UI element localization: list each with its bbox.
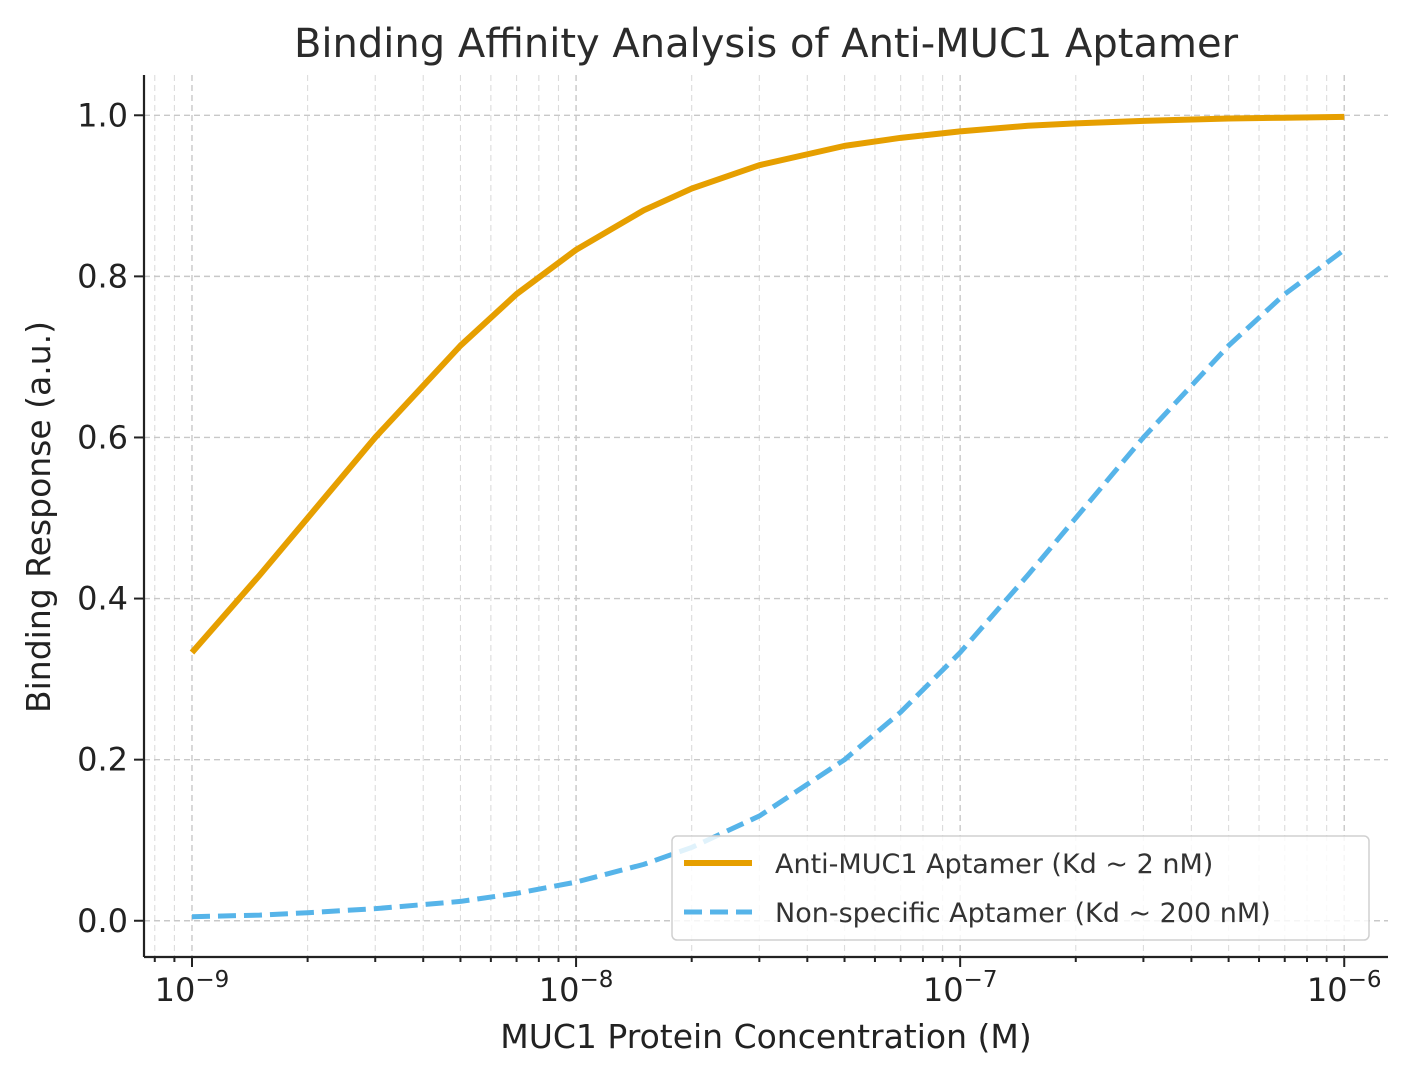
y-axis-label: Binding Response (a.u.) — [19, 321, 58, 713]
axes — [134, 75, 1388, 967]
y-tick-label: 0.2 — [77, 741, 128, 779]
legend-label-1: Non-specific Aptamer (Kd ~ 200 nM) — [775, 898, 1271, 929]
series-line-0 — [189, 113, 1345, 655]
grid — [144, 75, 1388, 957]
tick-labels: 10−9 10−8 10−7 10−6 0.0 0.2 0.4 0.6 0.8 1.0 — [77, 96, 1381, 1009]
series-line-1 — [191, 247, 1346, 920]
x-tick-label: 10−9 — [155, 967, 230, 1009]
x-tick-label: 10−7 — [923, 967, 998, 1009]
y-tick-label: 0.8 — [77, 257, 128, 295]
x-tick-label: 10−8 — [539, 967, 614, 1009]
legend: Anti-MUC1 Aptamer (Kd ~ 2 nM) Non-specif… — [671, 835, 1370, 941]
y-tick-label: 0.4 — [77, 580, 128, 618]
legend-label-0: Anti-MUC1 Aptamer (Kd ~ 2 nM) — [775, 849, 1213, 880]
chart-title: Binding Affinity Analysis of Anti-MUC1 A… — [294, 21, 1239, 67]
y-tick-label: 0.0 — [77, 902, 128, 940]
legend-box — [671, 835, 1370, 941]
y-tick-label: 1.0 — [77, 96, 128, 134]
x-axis-label: MUC1 Protein Concentration (M) — [500, 1017, 1031, 1056]
y-tick-label: 0.6 — [77, 418, 128, 456]
plot-lines — [189, 113, 1346, 920]
x-tick-label: 10−6 — [1307, 967, 1382, 1009]
